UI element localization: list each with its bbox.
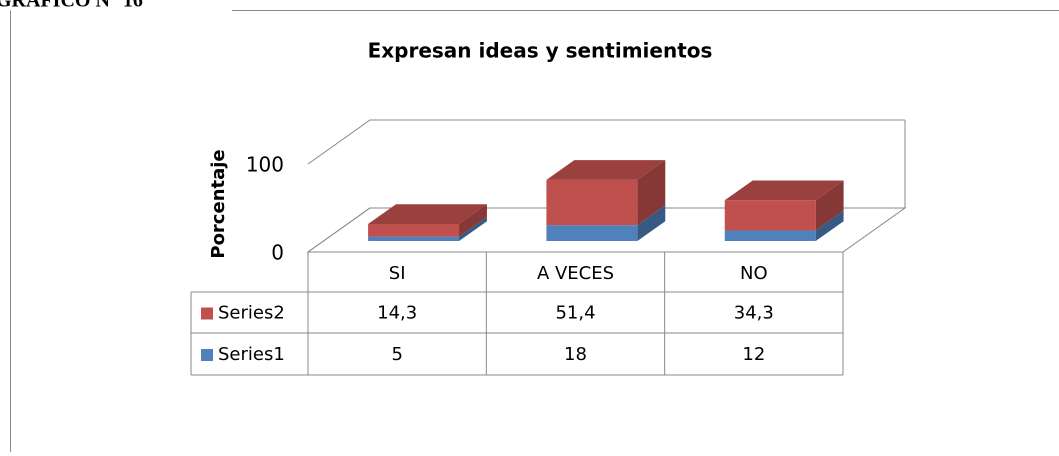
- y-axis-title: Porcentaje: [208, 149, 229, 258]
- bar-side: [815, 210, 844, 241]
- bar: [368, 236, 460, 241]
- data-label: 51,4: [555, 303, 595, 324]
- bar-top: [368, 204, 487, 225]
- plot: 0 100 SI A VECES NO Series2 14,3 51,4 34,3 Series…: [190, 119, 907, 376]
- bar: [368, 224, 460, 237]
- legend-swatch: [201, 349, 213, 361]
- x-tick-label: SI: [389, 263, 406, 284]
- legend-label: Series2: [218, 303, 285, 324]
- y-tick-label: 0: [271, 241, 284, 265]
- legend-swatch: [201, 307, 213, 320]
- data-label: 34,3: [734, 303, 774, 324]
- chart-title: Expresan ideas y sentimientos: [368, 39, 713, 63]
- bar-side: [815, 180, 844, 231]
- bar: [546, 225, 638, 241]
- bar-top: [724, 180, 844, 201]
- bar-top: [546, 160, 666, 180]
- bar: [724, 200, 816, 231]
- bar-side: [459, 204, 487, 237]
- legend-label: Series1: [218, 344, 285, 365]
- x-tick-label: A VECES: [537, 263, 614, 284]
- data-label: 18: [564, 344, 587, 365]
- bar-side: [637, 160, 666, 226]
- bar: [546, 179, 638, 226]
- y-tick-label: 100: [246, 153, 284, 177]
- data-label: 5: [391, 344, 402, 365]
- bar: [724, 230, 816, 241]
- bar-side: [637, 205, 666, 241]
- x-tick-label: NO: [740, 263, 768, 284]
- data-label: 12: [742, 344, 765, 365]
- bar-side: [459, 216, 487, 241]
- data-label: 14,3: [377, 303, 417, 324]
- grid-line: [307, 119, 905, 165]
- heading: GRÁFICO N° 16: [0, 0, 143, 12]
